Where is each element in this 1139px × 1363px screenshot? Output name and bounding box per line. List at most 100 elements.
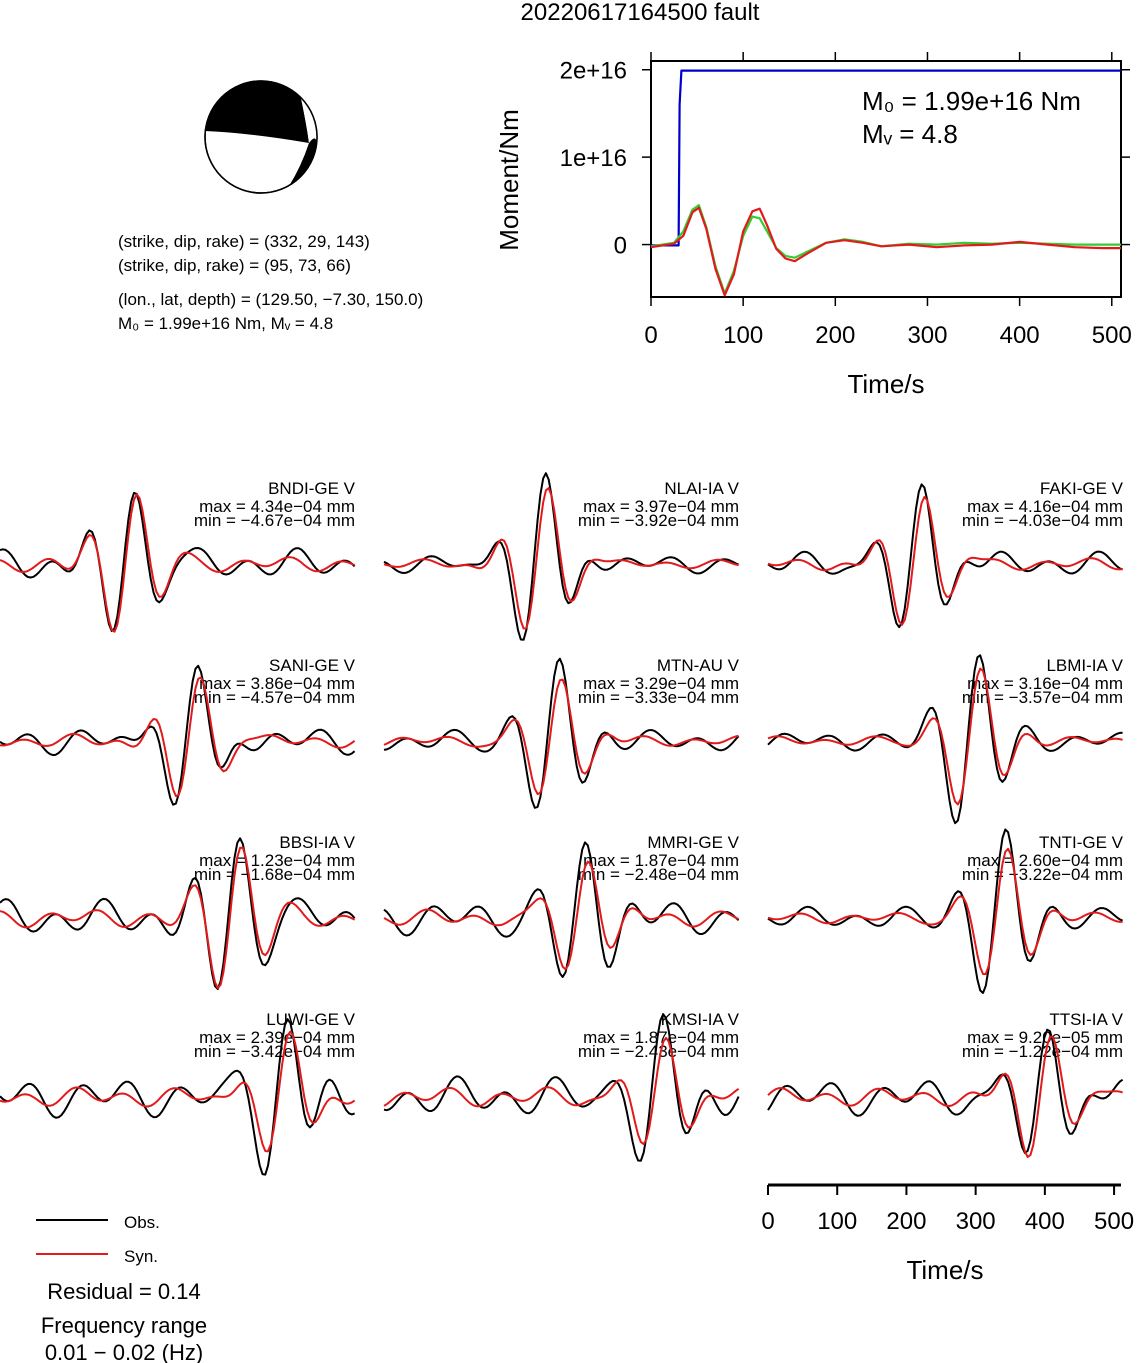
observed-trace	[383, 841, 740, 978]
moment-xlabel: Time/s	[847, 369, 924, 399]
moment-xtick-label: 400	[1000, 322, 1040, 349]
figure-title: 20220617164500 fault	[521, 0, 760, 26]
max-amplitude-label: max = 2.60e−04 mm	[967, 851, 1123, 870]
moment-xtick-label: 300	[907, 322, 947, 349]
max-amplitude-label: max = 2.39e−04 mm	[199, 1028, 355, 1047]
min-amplitude-label: min = −2.43e−04 mm	[578, 1042, 739, 1061]
observed-trace	[767, 654, 1123, 825]
residual-label: Residual = 0.14	[47, 1279, 201, 1304]
min-amplitude-label: min = −3.33e−04 mm	[578, 688, 739, 707]
mechanism-info: (strike, dip, rake) = (332, 29, 143) (st…	[118, 232, 423, 333]
station-label: LUWI-GE V	[266, 1010, 355, 1029]
legend: Obs. Syn. Residual = 0.14 Frequency rang…	[36, 1213, 207, 1363]
station-label: BNDI-GE V	[268, 479, 356, 498]
time-axis-label: Time/s	[906, 1255, 983, 1285]
observed-trace	[383, 1013, 740, 1162]
max-amplitude-label: max = 3.29e−04 mm	[583, 674, 739, 693]
frequency-range-value: 0.01 − 0.02 (Hz)	[45, 1340, 203, 1363]
legend-obs-label: Obs.	[124, 1213, 160, 1232]
observed-trace	[767, 828, 1124, 994]
time-axis-tick-label: 200	[886, 1208, 926, 1235]
synthetic-trace	[0, 676, 356, 797]
station-label: LBMI-IA V	[1046, 656, 1123, 675]
time-axis-tick-label: 300	[956, 1208, 996, 1235]
time-axis: Time/s 0 100 200 300 400 500	[761, 1183, 1134, 1285]
moment-xtick-label: 500	[1092, 322, 1132, 349]
synthetic-trace	[0, 846, 356, 989]
moment-rate-red-line	[650, 206, 1121, 297]
moment-xtick-label: 100	[723, 322, 763, 349]
max-amplitude-label: max = 4.16e−04 mm	[967, 497, 1123, 516]
station-label: SANI-GE V	[269, 656, 356, 675]
mechanism-line3: (lon., lat, depth) = (129.50, −7.30, 150…	[118, 290, 423, 309]
min-amplitude-label: min = −1.68e−04 mm	[194, 865, 355, 884]
synthetic-trace	[767, 1035, 1123, 1158]
time-axis-tick-label: 100	[817, 1208, 857, 1235]
synthetic-trace	[767, 667, 1123, 806]
moment-ytick-label: 0	[614, 233, 627, 260]
min-amplitude-label: min = −3.22e−04 mm	[962, 865, 1123, 884]
synthetic-trace	[383, 1036, 740, 1145]
legend-syn-label: Syn.	[124, 1247, 158, 1266]
time-axis-tick-label: 0	[761, 1208, 774, 1235]
station-label: FAKI-GE V	[1040, 479, 1124, 498]
moment-annot-mw: Mᵥ = 4.8	[862, 119, 958, 149]
observed-trace	[767, 1028, 1124, 1154]
beachball-outline-top	[204, 80, 318, 194]
moment-xtick-label: 200	[815, 322, 855, 349]
frequency-range-label: Frequency range	[41, 1313, 207, 1338]
moment-plot-frame	[650, 60, 1122, 298]
synthetic-trace	[383, 860, 739, 971]
station-label: NLAI-IA V	[664, 479, 739, 498]
moment-rate-green-line	[650, 204, 1121, 295]
time-axis-tick-label: 400	[1025, 1208, 1065, 1235]
station-label: BBSI-IA V	[279, 833, 355, 852]
station-label: KMSI-IA V	[661, 1010, 740, 1029]
station-label: TNTI-GE V	[1039, 833, 1124, 852]
min-amplitude-label: min = −3.92e−04 mm	[578, 511, 739, 530]
moment-ytick-label: 1e+16	[560, 145, 627, 172]
moment-ylabel: Moment/Nm	[494, 109, 524, 251]
min-amplitude-label: min = −3.42e−04 mm	[194, 1042, 355, 1061]
synthetic-trace	[767, 847, 1123, 975]
synthetic-trace	[767, 496, 1123, 626]
station-label: TTSI-IA V	[1049, 1010, 1123, 1029]
observed-trace	[383, 472, 740, 641]
min-amplitude-label: min = −4.57e−04 mm	[194, 688, 355, 707]
station-label: MTN-AU V	[657, 656, 740, 675]
max-amplitude-label: max = 3.86e−04 mm	[199, 674, 355, 693]
observed-trace	[767, 483, 1123, 629]
max-amplitude-label: max = 1.87e−04 mm	[583, 851, 739, 870]
max-amplitude-label: max = 4.34e−04 mm	[199, 497, 355, 516]
synthetic-trace	[0, 493, 355, 633]
min-amplitude-label: min = −4.67e−04 mm	[194, 511, 355, 530]
max-amplitude-label: max = 3.16e−04 mm	[967, 674, 1123, 693]
beachball-compressional-upper	[205, 80, 309, 143]
beachball-dilatational-wedge	[301, 98, 318, 143]
time-axis-tick-label: 500	[1094, 1208, 1134, 1235]
moment-ytick-label: 2e+16	[560, 58, 627, 85]
moment-xtick-label: 0	[644, 322, 657, 349]
min-amplitude-label: min = −3.57e−04 mm	[962, 688, 1123, 707]
mechanism-line1: (strike, dip, rake) = (332, 29, 143)	[118, 232, 370, 251]
min-amplitude-label: min = −2.48e−04 mm	[578, 865, 739, 884]
moment-annot-m0: M₀ = 1.99e+16 Nm	[862, 86, 1081, 116]
min-amplitude-label: min = −4.03e−04 mm	[962, 511, 1123, 530]
station-label: MMRI-GE V	[647, 833, 739, 852]
beachball-icon	[204, 80, 318, 194]
mechanism-line2: (strike, dip, rake) = (95, 73, 66)	[118, 256, 351, 275]
max-amplitude-label: max = 3.97e−04 mm	[583, 497, 739, 516]
